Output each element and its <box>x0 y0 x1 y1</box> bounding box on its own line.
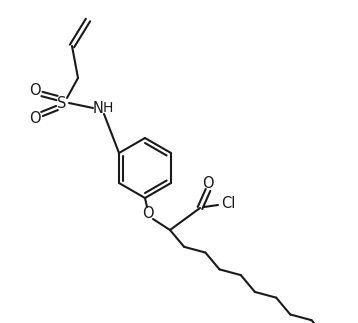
Text: N: N <box>93 100 103 116</box>
Text: O: O <box>142 206 154 222</box>
Text: S: S <box>57 96 67 110</box>
Text: H: H <box>103 101 113 115</box>
Text: O: O <box>202 175 214 191</box>
Text: O: O <box>29 110 41 126</box>
Text: Cl: Cl <box>221 196 235 212</box>
Text: O: O <box>29 82 41 98</box>
